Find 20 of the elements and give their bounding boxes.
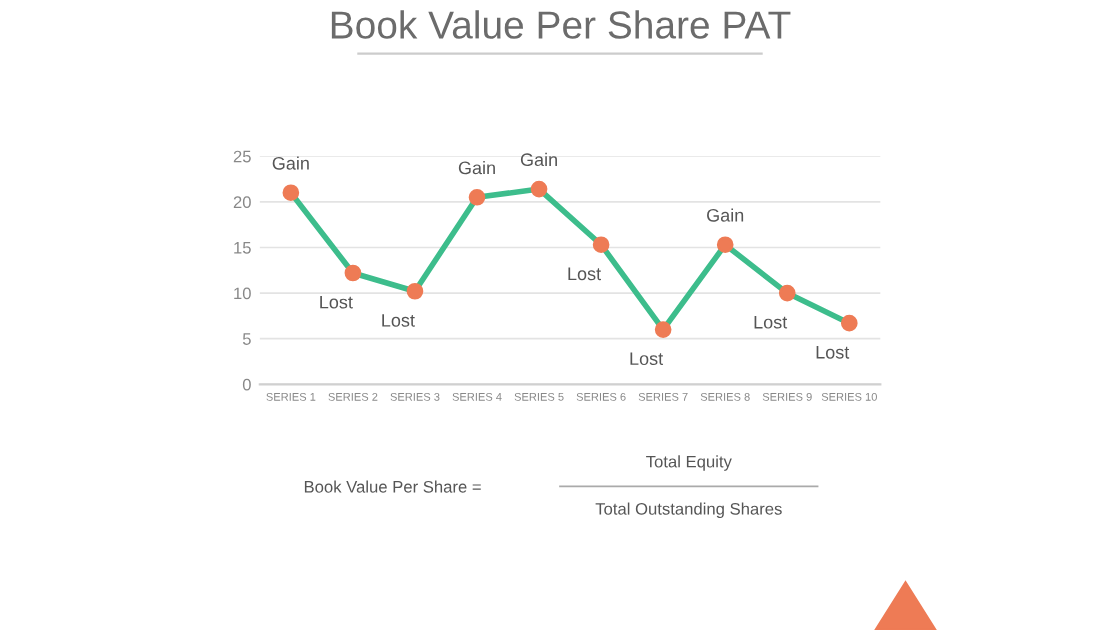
annotation: Lost [816, 346, 850, 359]
text: Book Value Per Share = [304, 480, 481, 493]
y-tick-label: 20 [233, 196, 251, 209]
annotation: Lost [630, 352, 664, 366]
annotation: Gain [458, 161, 495, 175]
annotation: Gain [272, 156, 309, 170]
annotation: Lost [382, 314, 415, 327]
y-tick-label: 25 [233, 150, 251, 163]
y-tick-label: 15 [234, 242, 251, 254]
annotation: Gain [707, 208, 744, 222]
annotation: Lost [754, 315, 788, 329]
text: Total Equity [646, 455, 732, 471]
annotation: Lost [568, 267, 601, 281]
y-tick-label: 10 [234, 287, 251, 300]
y-tick-label: 0 [242, 378, 251, 391]
annotation: Gain [520, 152, 557, 167]
y-tick-label: 5 [242, 333, 251, 345]
annotation: Lost [320, 295, 353, 309]
text: Total Outstanding Shares [595, 502, 782, 519]
chart-title: Book Value Per Share PAT [331, 10, 791, 39]
